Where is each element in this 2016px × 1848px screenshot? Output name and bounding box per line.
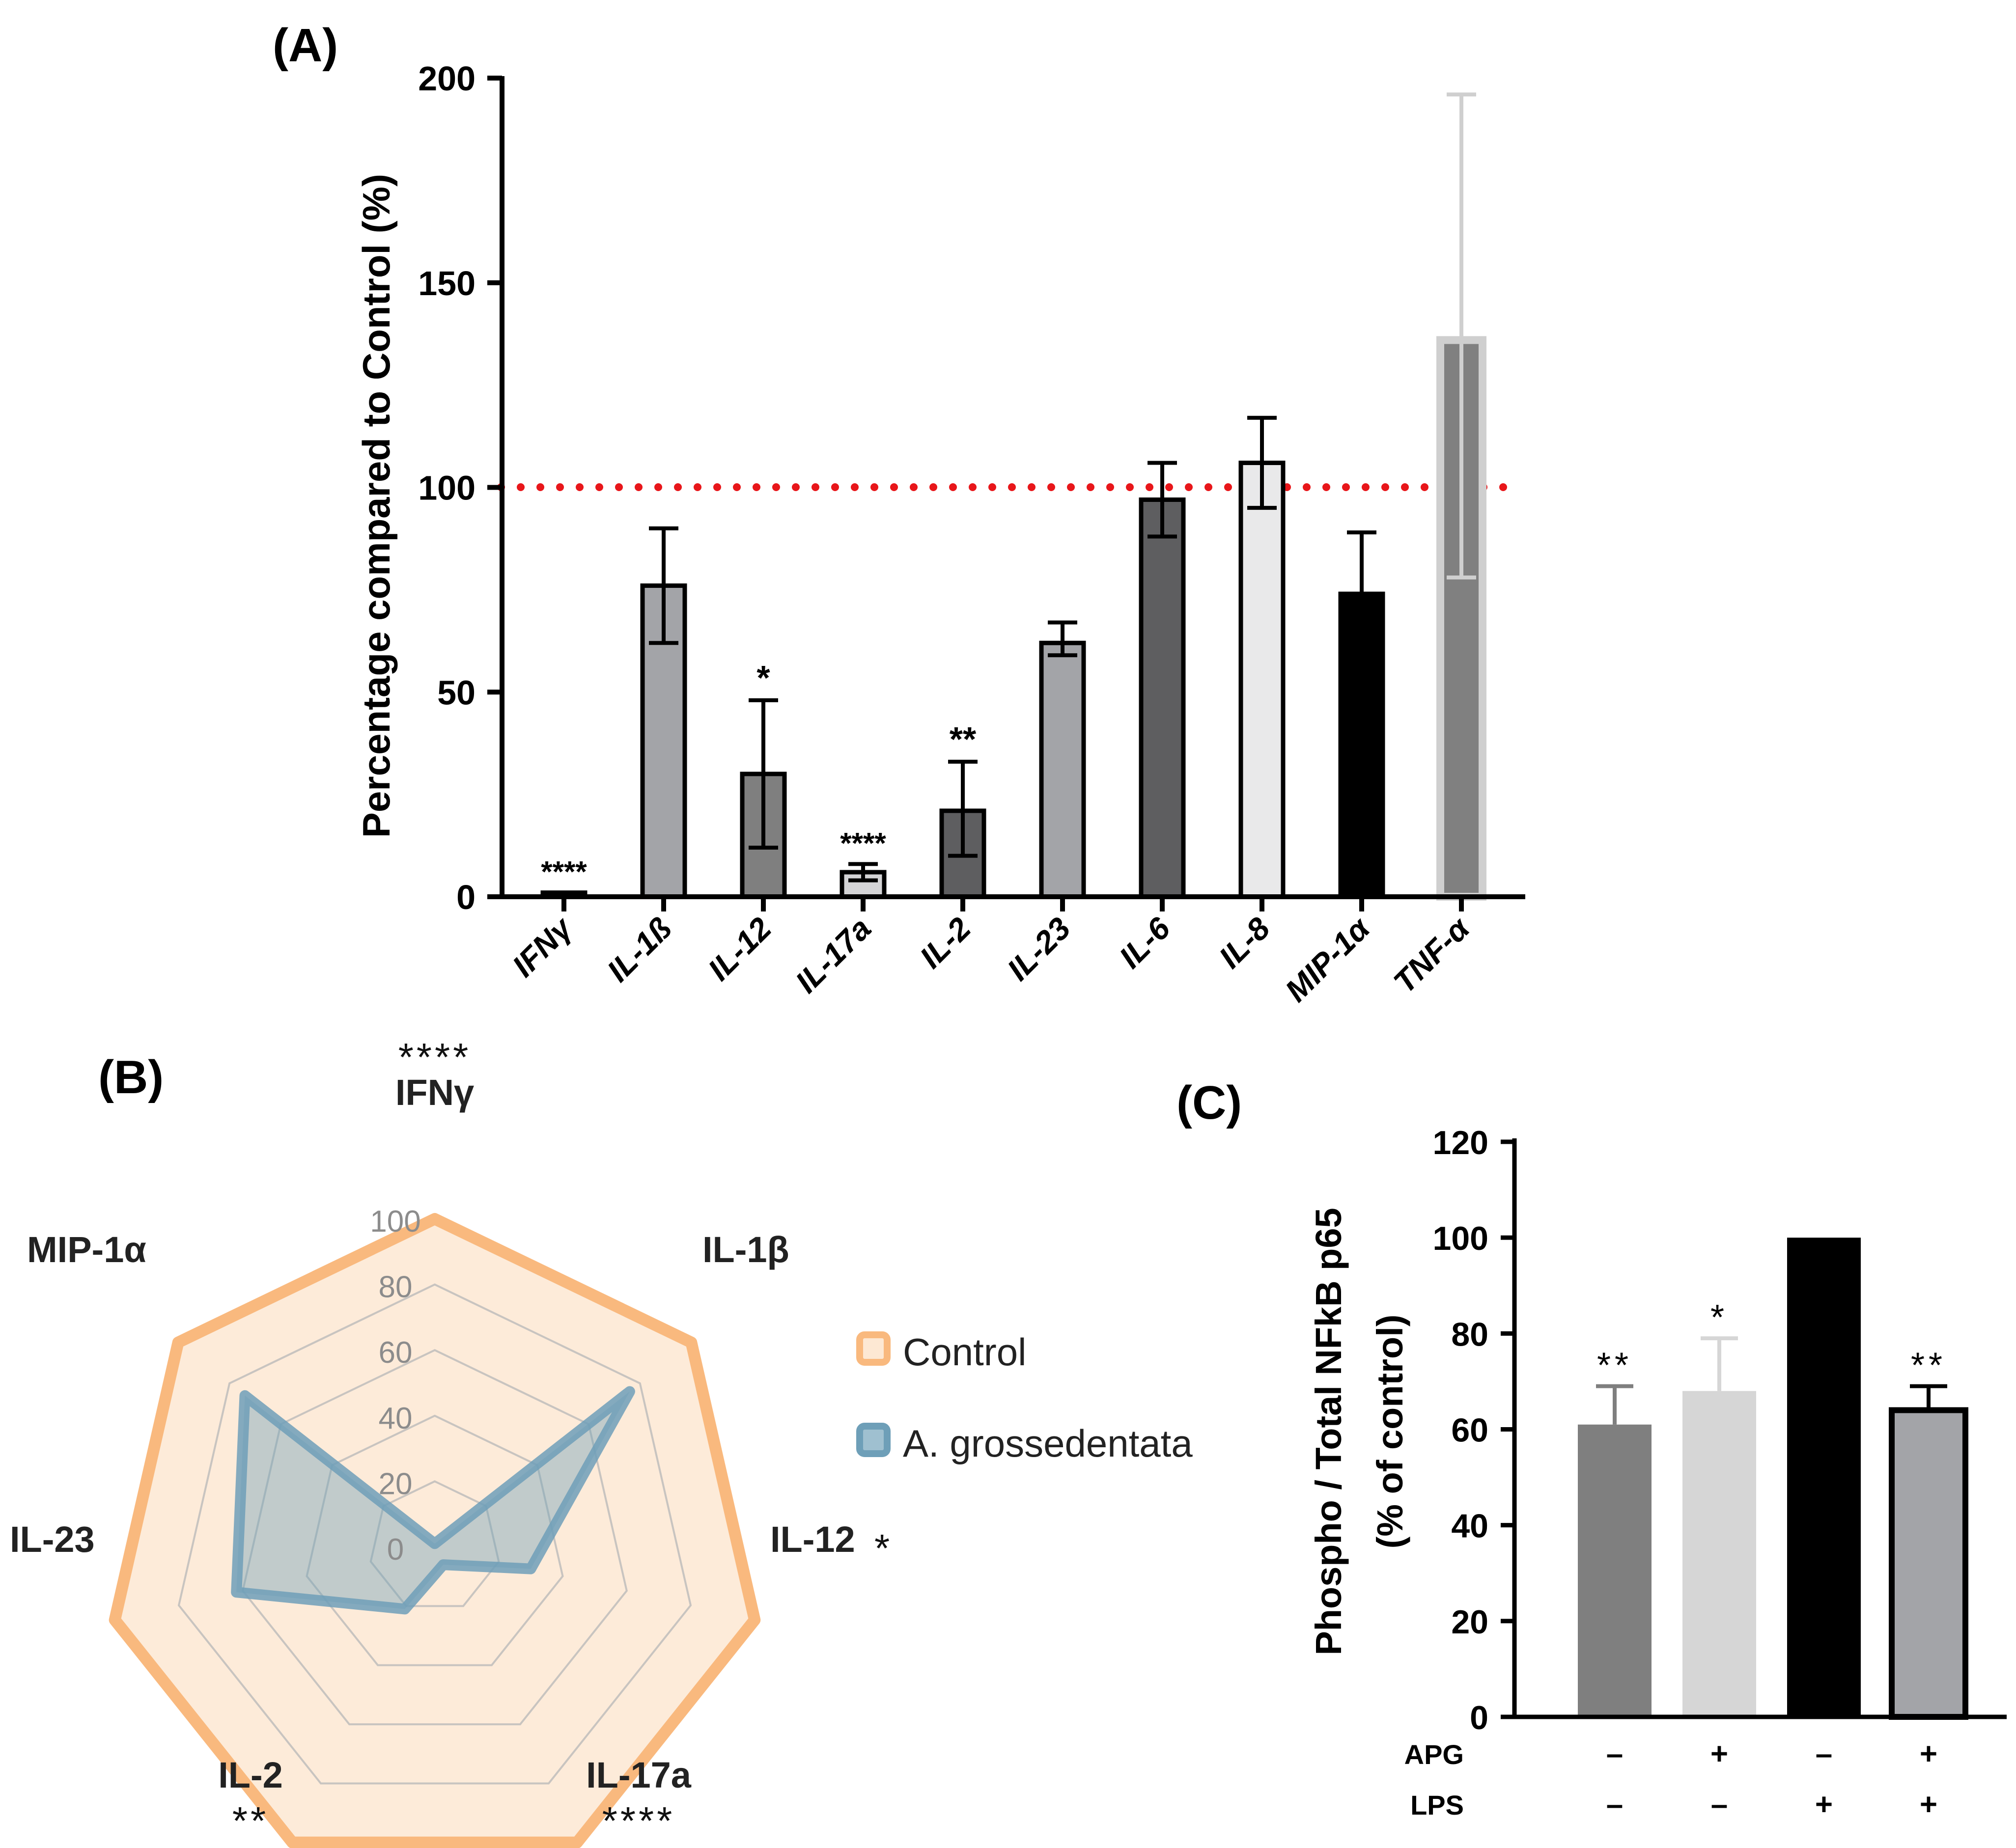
panel-c-significance-1: ** <box>1597 1346 1632 1385</box>
panel-c-apg-sign-3: – <box>1816 1737 1832 1771</box>
panel-c-row-label-apg: APG <box>1404 1739 1464 1770</box>
panel-a-label: (A) <box>273 19 338 72</box>
radar-axis-label-il-1: IL-1β <box>702 1229 789 1270</box>
panel-c-bar-4 <box>1889 1407 1968 1720</box>
panel-a-x-tick-label-ifn: IFNγ <box>505 910 580 984</box>
radar-r-tick-label: 80 <box>379 1270 413 1304</box>
panel-a-bar-il-23 <box>1039 640 1086 899</box>
panel-c-apg-sign-4: + <box>1920 1737 1937 1771</box>
panel-a-significance-il-17a: **** <box>840 827 886 859</box>
radar-r-tick-label: 60 <box>379 1336 413 1370</box>
legend-label-a-grossedentata: A. grossedentata <box>903 1422 1193 1465</box>
panel-c-lps-sign-4: + <box>1920 1788 1937 1821</box>
panel-a-significance-il-12: * <box>756 659 770 697</box>
panel-a-x-tick-label-il-17a: IL-17a <box>788 910 878 1000</box>
radar-series-a-grossedentata <box>231 1386 635 1615</box>
panel-c-lps-sign-1: – <box>1606 1788 1623 1821</box>
legend-swatch-a-grossedentata <box>856 1423 891 1457</box>
panel-c-y-tick-label: 100 <box>1433 1220 1488 1257</box>
panel-c-bar-2 <box>1682 1391 1756 1717</box>
panel-c-y-tick-label: 0 <box>1470 1699 1488 1737</box>
panel-c-label: (C) <box>1176 1076 1242 1129</box>
radar-series-control <box>109 1213 761 1848</box>
radar-axis-label-il-12: IL-12 <box>770 1519 855 1560</box>
panel-c-lps-sign-3: + <box>1815 1788 1833 1821</box>
panel-c-apg-sign-2: + <box>1710 1737 1728 1771</box>
panel-a-x-tick-label-il-1: IL-1ß <box>600 910 678 989</box>
panel-a-significance-il-2: ** <box>950 720 977 758</box>
panel-c-y-tick-label: 20 <box>1451 1603 1488 1641</box>
radar-axis-label-il-2: IL-2 <box>218 1755 283 1795</box>
radar-r-tick-label: 100 <box>370 1205 420 1239</box>
radar-gridline-40 <box>306 1414 564 1666</box>
radar-axis-label-mip-1: MIP-1α <box>27 1229 146 1270</box>
panel-a-x-tick-label-il-2: IL-2 <box>913 910 978 975</box>
radar-gridline-20 <box>369 1480 500 1607</box>
panel-a: (A) Percentage compared to Control (%) *… <box>273 19 1525 1009</box>
panel-a-y-axis-label: Percentage compared to Control (%) <box>355 174 398 838</box>
panel-a-y-tick-label: 0 <box>456 878 476 916</box>
radar-significance-il-17a: **** <box>602 1799 675 1843</box>
panel-c: (C) Phospho / Total NFkB p65 (% of contr… <box>1176 1076 2007 1821</box>
panel-c-bar-3 <box>1787 1238 1861 1717</box>
panel-a-bar-il-6 <box>1139 497 1186 899</box>
panel-a-x-tick-label-il-6: IL-6 <box>1113 910 1177 975</box>
radar-gridline-80 <box>177 1283 692 1785</box>
panel-c-lps-sign-2: – <box>1711 1788 1728 1821</box>
radar-r-tick-label: 0 <box>387 1533 404 1567</box>
panel-c-y-axis-label-line1: Phospho / Total NFkB p65 <box>1308 1208 1349 1655</box>
panel-a-bar-il-8 <box>1238 460 1286 899</box>
radar-significance-il-12: * <box>874 1526 893 1570</box>
panel-c-y-tick-label: 40 <box>1451 1508 1488 1545</box>
panel-c-y-tick-label: 80 <box>1451 1316 1488 1353</box>
panel-a-bar-mip-1 <box>1338 591 1385 899</box>
panel-a-x-tick-label-tnf: TNF-α <box>1387 910 1477 1000</box>
panel-c-y-tick-label: 120 <box>1433 1124 1488 1161</box>
panel-a-significance-ifn: **** <box>541 855 587 888</box>
panel-c-row-label-lps: LPS <box>1410 1790 1464 1820</box>
panel-b-label: (B) <box>98 1051 164 1103</box>
panel-a-x-tick-label-mip-1: MIP-1α <box>1278 910 1377 1008</box>
legend-swatch-control <box>856 1331 891 1366</box>
radar-axis-label-il-17a: IL-17a <box>586 1755 692 1795</box>
radar-significance-il-2: ** <box>232 1799 269 1843</box>
panel-c-y-axis-label-line2: (% of control) <box>1370 1315 1410 1549</box>
panel-a-x-tick-label-il-8: IL-8 <box>1212 910 1277 975</box>
panel-c-bar-1 <box>1578 1424 1652 1717</box>
radar-axis-label-il-23: IL-23 <box>10 1519 95 1560</box>
panel-c-significance-2: * <box>1710 1298 1728 1337</box>
panel-c-y-tick-label: 60 <box>1451 1412 1488 1449</box>
radar-r-tick-label: 20 <box>379 1467 413 1501</box>
radar-r-tick-label: 40 <box>379 1402 413 1435</box>
panel-a-y-tick-label: 100 <box>418 469 476 507</box>
panel-a-x-tick-label-il-12: IL-12 <box>701 910 778 988</box>
panel-a-y-tick-label: 200 <box>418 59 476 98</box>
panel-a-y-tick-label: 150 <box>418 264 476 303</box>
radar-axis-label-ifn: IFNγ <box>395 1072 474 1113</box>
legend-label-control: Control <box>903 1330 1026 1374</box>
panel-c-significance-4: ** <box>1911 1346 1946 1385</box>
panel-a-x-tick-label-il-23: IL-23 <box>1000 910 1077 988</box>
radar-significance-ifn: **** <box>398 1035 472 1079</box>
panel-c-apg-sign-1: – <box>1606 1737 1623 1771</box>
panel-a-y-tick-label: 50 <box>437 673 476 712</box>
